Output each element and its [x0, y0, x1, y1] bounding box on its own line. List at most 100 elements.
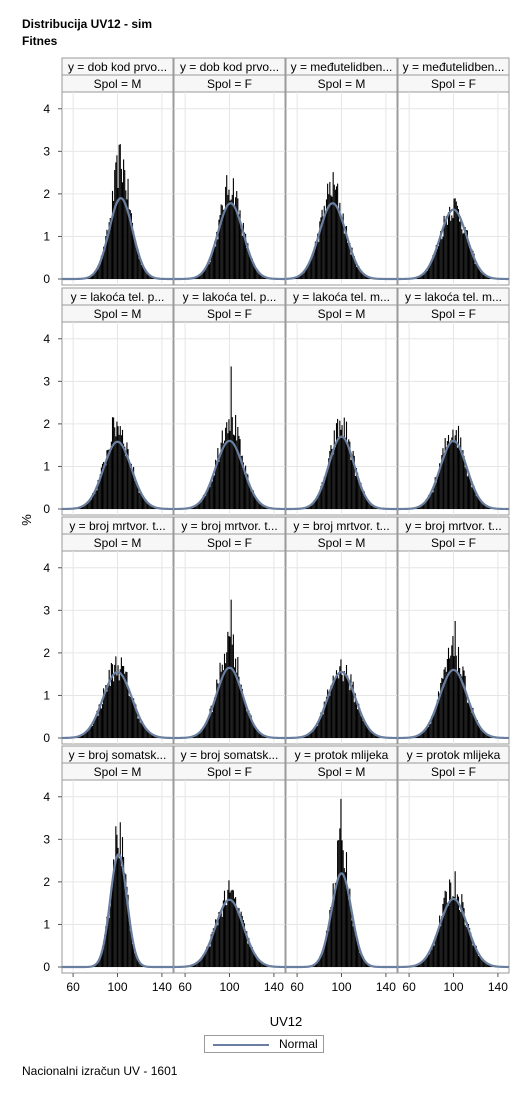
histogram-bar — [251, 722, 253, 738]
histogram-bar — [213, 697, 216, 738]
histogram-bar — [107, 684, 109, 738]
histogram-bar — [252, 951, 254, 967]
histogram-bar — [130, 463, 132, 509]
histogram-bar — [469, 927, 471, 967]
histogram-bar — [423, 959, 425, 967]
histogram-bar — [147, 273, 149, 279]
histogram-bar — [443, 897, 445, 967]
histogram-bar — [430, 492, 432, 509]
histogram-bar — [444, 219, 446, 279]
histogram-bar — [134, 702, 136, 738]
histogram-bar — [367, 499, 369, 509]
histogram-bar — [98, 704, 100, 738]
histogram-bar — [327, 689, 329, 738]
histogram-bar — [299, 275, 301, 279]
histogram-bar — [481, 272, 483, 279]
histogram-bar — [124, 170, 126, 279]
histogram-bar — [320, 712, 322, 738]
histogram-bar — [341, 840, 343, 967]
panel-header-y-label: y = broj mrtvor. t... — [293, 519, 389, 533]
histogram-bar — [341, 220, 343, 279]
histogram-bar — [486, 964, 488, 967]
panel-header-spol-label: Spol = F — [431, 536, 476, 550]
histogram-bar — [433, 711, 435, 738]
histogram-bar — [345, 664, 348, 738]
histogram-bar — [85, 504, 87, 509]
histogram-bar — [211, 481, 213, 509]
histogram-bar — [199, 502, 201, 509]
histogram-bar — [364, 724, 366, 738]
histogram-bar — [477, 267, 480, 279]
histogram-bar — [104, 250, 106, 279]
histogram-bar — [106, 916, 108, 967]
histogram-bar — [471, 940, 473, 967]
y-tick-label: 1 — [43, 688, 50, 702]
histogram-bar — [310, 505, 312, 509]
histogram-bar — [202, 271, 204, 279]
histogram-bar — [311, 731, 313, 738]
histogram-bar — [131, 700, 134, 738]
histogram-bar — [193, 506, 196, 509]
histogram-bar — [486, 276, 488, 279]
histogram-bar — [93, 493, 95, 509]
legend-normal-label: Normal — [279, 1037, 318, 1051]
histogram-bar — [133, 947, 135, 967]
y-tick-label: 3 — [43, 603, 50, 617]
histogram-bar — [310, 258, 312, 279]
histogram-bar — [225, 427, 227, 509]
histogram-bar — [423, 730, 425, 738]
histogram-bar — [124, 872, 126, 967]
histogram-bar — [95, 488, 97, 509]
y-tick-label: 2 — [43, 187, 50, 201]
histogram-bar — [444, 890, 446, 967]
histogram-bar — [319, 716, 321, 738]
histogram-bar — [452, 636, 454, 738]
y-tick-label: 1 — [43, 917, 50, 931]
histogram-bar — [445, 447, 447, 509]
histogram-bar — [467, 923, 470, 967]
histogram-bar — [260, 504, 262, 509]
histogram-bar — [103, 246, 105, 279]
histogram-bar — [148, 504, 150, 509]
histogram-bar — [140, 721, 142, 738]
histogram-bar — [332, 883, 334, 967]
panel-header-y-label: y = lakoća tel. p... — [183, 290, 277, 304]
histogram-bar — [472, 486, 474, 509]
histogram-bar — [456, 894, 458, 967]
x-tick-label: 100 — [107, 980, 127, 994]
histogram-bar — [484, 962, 486, 967]
histogram-bar — [485, 732, 487, 738]
histogram-bar — [109, 217, 111, 279]
histogram-bar — [135, 952, 137, 967]
histogram-bar — [123, 665, 125, 738]
histogram-bar — [439, 693, 441, 738]
histogram-bar — [325, 199, 328, 279]
histogram-bar — [222, 900, 224, 967]
histogram-bar — [125, 190, 127, 279]
panel-header-y-label: y = broj somatsk... — [69, 748, 167, 762]
histogram-bar — [487, 963, 490, 967]
histogram-bar — [321, 951, 323, 967]
histogram-bar — [333, 680, 335, 738]
histogram-bar — [467, 703, 470, 738]
histogram-bar — [368, 727, 370, 738]
histogram-bar — [475, 495, 477, 509]
histogram-bar — [352, 253, 354, 279]
histogram-bar — [451, 215, 453, 279]
histogram-bar — [431, 949, 433, 967]
histogram-bar — [230, 890, 232, 967]
histogram-bar — [231, 644, 233, 738]
histogram-bar — [126, 199, 128, 279]
panel-header-spol-label: Spol = F — [207, 765, 252, 779]
histogram-bar — [114, 869, 116, 967]
histogram-bar — [432, 492, 434, 509]
histogram-bar — [455, 655, 457, 738]
histogram-bar — [423, 502, 425, 509]
histogram-bar — [469, 247, 471, 279]
legend: Normal — [204, 1035, 324, 1053]
histogram-bar — [337, 418, 339, 509]
histogram-bar — [99, 706, 101, 738]
histogram-bar — [241, 688, 243, 738]
histogram-bar — [104, 934, 106, 967]
histogram-bar — [235, 197, 237, 279]
